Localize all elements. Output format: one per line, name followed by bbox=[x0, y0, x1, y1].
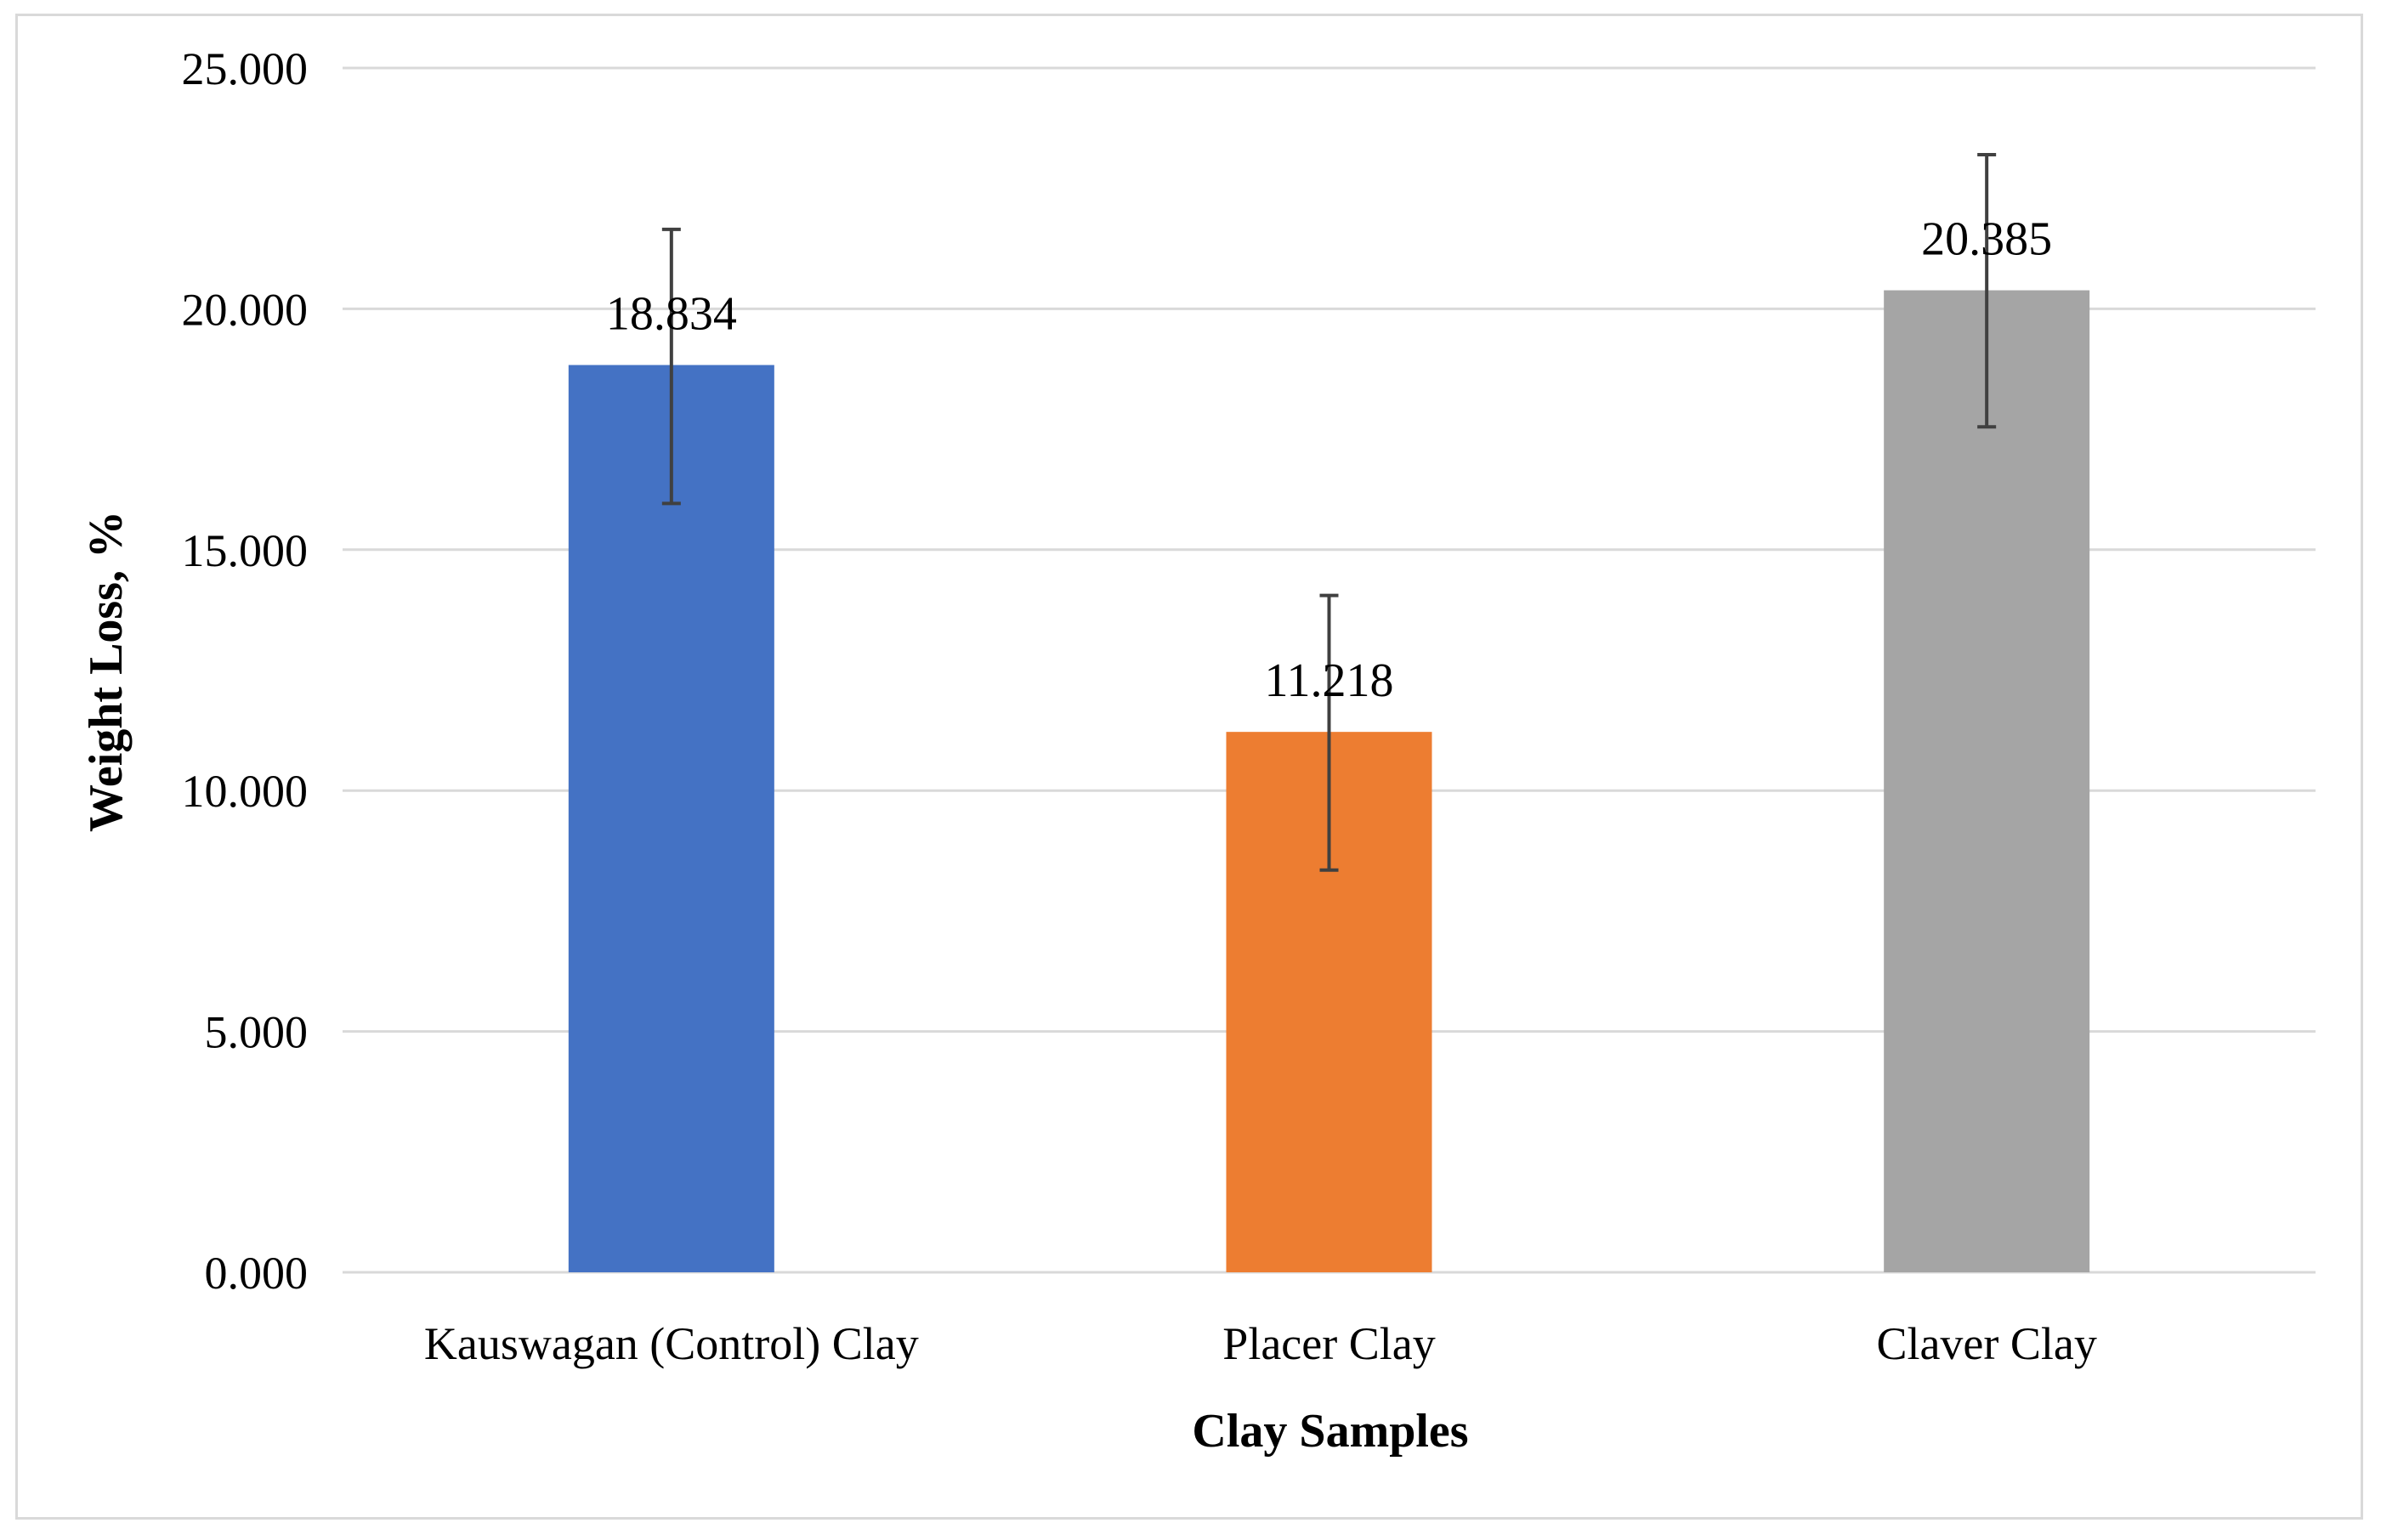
y-tick-label-5: 25.000 bbox=[182, 43, 309, 94]
error-bar-2 bbox=[1977, 153, 1997, 429]
y-axis-title: Weight Loss, % bbox=[80, 511, 133, 832]
y-tick-label-2: 10.000 bbox=[182, 766, 309, 817]
y-tick-label-3: 15.000 bbox=[182, 525, 309, 576]
y-axis-ticks: 0.000 5.000 10.000 15.000 20.000 25.000 bbox=[182, 43, 309, 1299]
data-label-0: 18.834 bbox=[606, 287, 737, 340]
y-tick-label-1: 5.000 bbox=[205, 1007, 309, 1058]
error-bar-0 bbox=[661, 227, 681, 506]
x-tick-label-0: Kauswagan (Control) Clay bbox=[424, 1318, 919, 1369]
data-labels: 18.834 11.218 20.385 bbox=[606, 213, 2052, 708]
data-label-2: 20.385 bbox=[1921, 213, 2052, 266]
x-tick-label-1: Placer Clay bbox=[1222, 1318, 1435, 1369]
x-tick-label-2: Claver Clay bbox=[1876, 1318, 2096, 1369]
y-tick-label-0: 0.000 bbox=[205, 1248, 309, 1299]
bar-0 bbox=[568, 365, 774, 1272]
x-axis-ticks: Kauswagan (Control) Clay Placer Clay Clave… bbox=[424, 1318, 2097, 1369]
bar-2 bbox=[1884, 290, 2090, 1273]
error-bar-1 bbox=[1319, 593, 1339, 872]
error-bars bbox=[661, 153, 1997, 872]
x-axis-title: Clay Samples bbox=[1192, 1405, 1468, 1458]
data-label-1: 11.218 bbox=[1265, 654, 1394, 707]
bars bbox=[568, 290, 2090, 1273]
y-tick-label-4: 20.000 bbox=[182, 284, 309, 335]
